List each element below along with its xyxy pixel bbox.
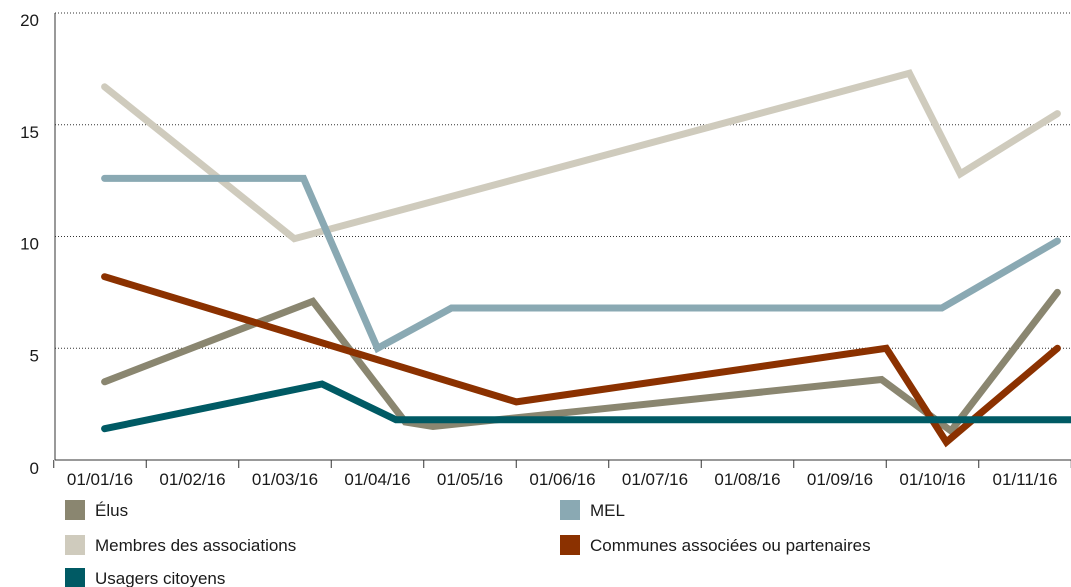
x-tick-label: 01/03/16 [252, 470, 318, 489]
series-line [101, 380, 1071, 433]
x-tick-label: 01/05/16 [437, 470, 503, 489]
legend-label: Usagers citoyens [95, 569, 225, 587]
legend-label: Élus [95, 501, 128, 520]
y-axis-ticks: 0 5 10 15 20 [20, 11, 39, 478]
legend-swatch [560, 535, 580, 555]
legend-swatch [65, 568, 85, 587]
x-tick-label: 01/01/16 [67, 470, 133, 489]
legend-label: MEL [590, 501, 625, 520]
gridlines [55, 12, 1071, 349]
legend-label: Membres des associations [95, 536, 296, 555]
x-tick-label: 01/07/16 [622, 470, 688, 489]
series-line [101, 288, 1061, 436]
series-line [101, 273, 1061, 448]
y-tick-label: 5 [30, 346, 39, 365]
legend: Élus MEL Membres des associations Communes … [65, 500, 871, 587]
x-tick-label: 01/08/16 [714, 470, 780, 489]
x-tick-label: 01/02/16 [159, 470, 225, 489]
x-axis-ticks: 01/01/16 01/02/16 01/03/16 01/04/16 01/05/16… [53, 460, 1071, 489]
legend-swatch [65, 500, 85, 520]
x-tick-label: 01/04/16 [344, 470, 410, 489]
x-tick-label: 01/06/16 [529, 470, 595, 489]
y-tick-label: 10 [20, 235, 39, 254]
legend-swatch [560, 500, 580, 520]
legend-label: Communes associées ou partenaires [590, 536, 871, 555]
series-lines [101, 69, 1071, 448]
x-tick-label: 01/10/16 [899, 470, 965, 489]
series-line [101, 69, 1061, 243]
y-tick-label: 0 [30, 459, 39, 478]
axes [54, 13, 1071, 461]
y-tick-label: 15 [20, 123, 39, 142]
legend-swatch [65, 535, 85, 555]
series-line [101, 174, 1061, 354]
y-tick-label: 20 [20, 11, 39, 30]
x-tick-label: 01/11/16 [993, 470, 1058, 489]
x-tick-label: 01/09/16 [807, 470, 873, 489]
